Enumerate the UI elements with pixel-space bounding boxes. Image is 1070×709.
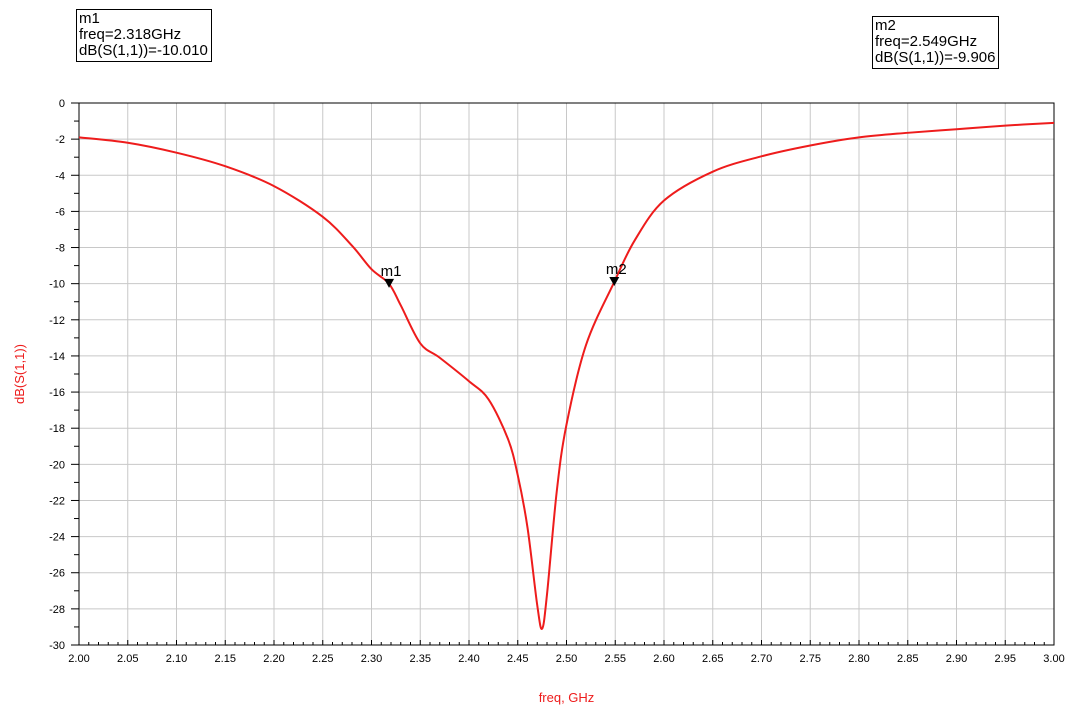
x-tick-labels: 2.00 2.05 2.10 2.15 2.20 2.25 2.30 2.35 2.40 2.45… bbox=[68, 653, 1064, 665]
x-tick-label: 2.00 bbox=[68, 653, 89, 665]
y-tick-label: -2 bbox=[55, 134, 65, 146]
axis-ticks bbox=[71, 102, 1055, 646]
x-tick-label: 2.45 bbox=[507, 653, 528, 665]
y-tick-label: -28 bbox=[49, 604, 65, 616]
marker-m2-freq: freq=2.549GHz bbox=[875, 33, 978, 50]
markers: m1 m2 bbox=[381, 261, 627, 288]
x-tick-label: 2.05 bbox=[117, 653, 138, 665]
marker-m1-readout: m1 freq=2.318GHz dB(S(1,1))=-10.010 bbox=[76, 9, 212, 62]
marker-m2-label: m2 bbox=[606, 261, 627, 278]
x-tick-label: 2.25 bbox=[312, 653, 333, 665]
marker-m2-readout: m2 freq=2.549GHz dB(S(1,1))=-9.906 bbox=[872, 16, 1000, 69]
marker-m1-freq: freq=2.318GHz bbox=[79, 26, 182, 43]
marker-m1-triangle bbox=[384, 278, 395, 288]
y-tick-label: -16 bbox=[49, 387, 65, 399]
y-tick-label: -14 bbox=[49, 351, 65, 363]
s11-trace bbox=[78, 121, 1055, 630]
grid bbox=[78, 102, 1055, 646]
x-tick-label: 3.00 bbox=[1043, 653, 1064, 665]
marker-m2-triangle bbox=[609, 276, 620, 286]
x-tick-label: 2.65 bbox=[702, 653, 723, 665]
y-tick-labels: 0 -2 -4 -6 -8 -10 -12 -14 -16 -18 -20 -22 -24 -26 -28 -… bbox=[49, 98, 65, 652]
y-axis-title: dB(S(1,1)) bbox=[12, 344, 27, 404]
marker-m1-name: m1 bbox=[79, 10, 100, 27]
x-tick-label: 2.60 bbox=[653, 653, 674, 665]
y-tick-label: -8 bbox=[55, 243, 65, 255]
y-tick-label: -20 bbox=[49, 459, 65, 471]
x-tick-label: 2.85 bbox=[897, 653, 918, 665]
x-tick-label: 2.90 bbox=[946, 653, 967, 665]
x-tick-label: 2.55 bbox=[605, 653, 626, 665]
y-tick-label: 0 bbox=[59, 98, 65, 110]
y-tick-label: -6 bbox=[55, 206, 65, 218]
y-tick-label: -22 bbox=[49, 495, 65, 507]
marker-m1-label: m1 bbox=[381, 263, 402, 280]
marker-m2-value: dB(S(1,1))=-9.906 bbox=[875, 49, 996, 66]
x-axis-title: freq, GHz bbox=[539, 690, 595, 705]
y-tick-label: -24 bbox=[49, 532, 65, 544]
y-tick-label: -30 bbox=[49, 640, 65, 652]
x-tick-label: 2.40 bbox=[458, 653, 479, 665]
marker-m2-name: m2 bbox=[875, 17, 896, 34]
y-tick-label: -18 bbox=[49, 423, 65, 435]
x-tick-label: 2.50 bbox=[556, 653, 577, 665]
marker-m1-value: dB(S(1,1))=-10.010 bbox=[79, 42, 208, 59]
x-tick-label: 2.75 bbox=[800, 653, 821, 665]
x-tick-label: 2.95 bbox=[995, 653, 1016, 665]
x-tick-label: 2.35 bbox=[410, 653, 431, 665]
x-tick-label: 2.10 bbox=[166, 653, 187, 665]
x-tick-label: 2.80 bbox=[848, 653, 869, 665]
x-tick-label: 2.15 bbox=[215, 653, 236, 665]
y-tick-label: -12 bbox=[49, 315, 65, 327]
x-tick-label: 2.20 bbox=[263, 653, 284, 665]
x-tick-label: 2.70 bbox=[751, 653, 772, 665]
y-tick-label: -4 bbox=[55, 170, 65, 182]
x-tick-label: 2.30 bbox=[361, 653, 382, 665]
y-tick-label: -26 bbox=[49, 568, 65, 580]
y-tick-label: -10 bbox=[49, 279, 65, 291]
